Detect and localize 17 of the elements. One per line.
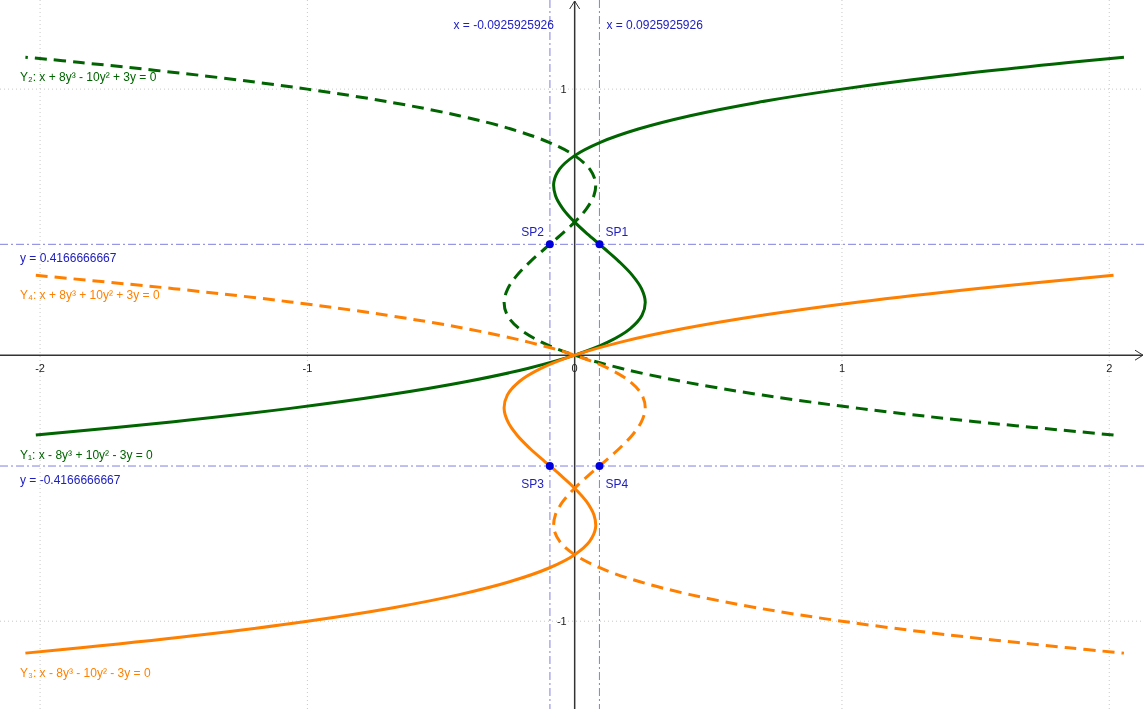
data-label: SP1 [605, 225, 629, 240]
series-label: Y₄: x + 8y³ + 10y² + 3y = 0 [20, 288, 160, 303]
x-tick-label: 0 [571, 362, 578, 375]
data-label: SP3 [521, 477, 545, 492]
ref-line-label: y = -0.4166666667 [20, 473, 121, 488]
ref-line-label: x = -0.0925925926 [453, 18, 555, 32]
series-label: Y₁: x - 8y³ + 10y² - 3y = 0 [20, 447, 154, 462]
series-label: Y₃: x - 8y³ - 10y² - 3y = 0 [20, 666, 151, 681]
data-label: SP4 [605, 477, 629, 492]
ref-line-label: x = 0.0925925926 [606, 18, 704, 32]
data-label: SP2 [521, 225, 545, 240]
ref-line-label: y = 0.4166666667 [20, 251, 117, 266]
x-tick-label: -2 [35, 362, 45, 375]
series-label: Y₂: x + 8y³ - 10y² + 3y = 0 [20, 70, 157, 85]
x-tick-label: -1 [302, 362, 313, 375]
x-tick-label: 1 [838, 362, 846, 375]
x-tick-label: 2 [1106, 362, 1113, 375]
